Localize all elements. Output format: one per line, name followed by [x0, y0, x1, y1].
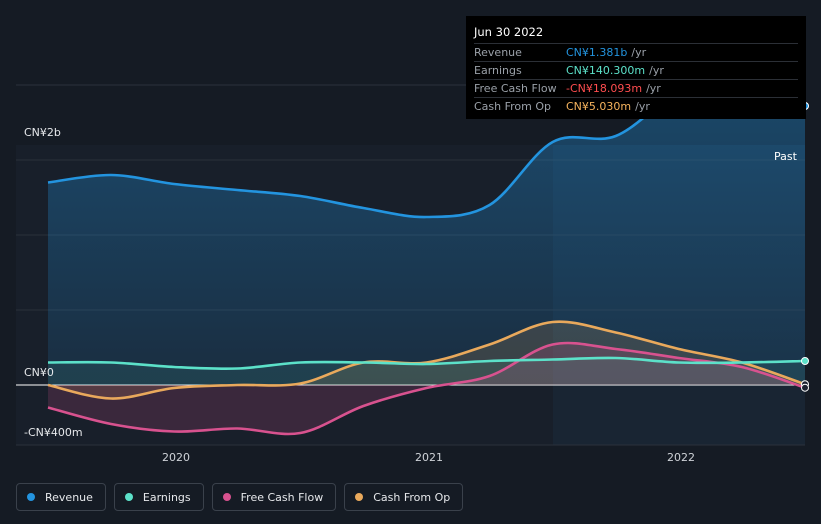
legend-item-cash-from-op[interactable]: Cash From Op	[344, 483, 464, 511]
tooltip-row-earnings: Earnings CN¥140.300m /yr	[474, 61, 798, 79]
y-tick-label: CN¥0	[24, 366, 54, 379]
tooltip-row-free-cash-flow: Free Cash Flow -CN¥18.093m /yr	[474, 79, 798, 97]
tooltip-label: Revenue	[474, 46, 522, 59]
tooltip-value: -CN¥18.093m	[566, 82, 643, 95]
legend-dot-icon	[355, 493, 364, 501]
x-tick-label: 2021	[415, 451, 443, 464]
cash-from-op-line	[47, 320, 806, 400]
free-cash-flow-area	[48, 342, 805, 434]
earnings-line	[47, 356, 806, 371]
legend: Revenue Earnings Free Cash Flow Cash Fro…	[16, 483, 464, 511]
x-tick-label: 2022	[667, 451, 695, 464]
tooltip: Jun 30 2022 Revenue CN¥1.381b /yr Earnin…	[466, 16, 806, 119]
free-cash-flow-end-point	[801, 383, 809, 392]
legend-label: Earnings	[142, 490, 191, 504]
tooltip-label: Earnings	[474, 64, 522, 77]
earnings-area	[48, 357, 805, 385]
tooltip-label: Cash From Op	[474, 100, 552, 113]
free-cash-flow-line	[47, 341, 806, 436]
cash-from-op-area	[48, 321, 805, 399]
y-tick-label: CN¥2b	[24, 126, 61, 139]
legend-dot-icon	[124, 493, 133, 501]
past-label: Past	[774, 150, 797, 163]
y-tick-label: -CN¥400m	[24, 426, 83, 439]
tooltip-row-revenue: Revenue CN¥1.381b /yr	[474, 43, 798, 61]
legend-label: Cash From Op	[373, 490, 451, 504]
tooltip-value: CN¥5.030m	[566, 100, 632, 113]
tooltip-unit: /yr	[635, 100, 650, 113]
legend-item-revenue[interactable]: Revenue	[16, 483, 106, 511]
tooltip-date: Jun 30 2022	[474, 25, 544, 39]
legend-label: Free Cash Flow	[240, 490, 324, 504]
tooltip-value: CN¥1.381b	[566, 46, 628, 59]
tooltip-value: CN¥140.300m	[566, 64, 646, 77]
tooltip-unit: /yr	[631, 46, 647, 59]
series-areas	[48, 79, 805, 434]
x-tick-label: 2020	[162, 451, 190, 464]
tooltip-row-cash-from-op: Cash From Op CN¥5.030m /yr	[474, 97, 798, 115]
tooltip-unit: /yr	[646, 82, 661, 95]
legend-dot-icon	[222, 493, 231, 501]
tooltip-unit: /yr	[649, 64, 664, 77]
earnings-end-point	[801, 357, 809, 365]
legend-item-earnings[interactable]: Earnings	[113, 483, 204, 511]
legend-dot-icon	[27, 493, 35, 501]
legend-item-free-cash-flow[interactable]: Free Cash Flow	[211, 483, 337, 511]
tooltip-label: Free Cash Flow	[474, 82, 557, 95]
legend-label: Revenue	[45, 490, 93, 504]
revenue-area	[48, 79, 805, 385]
